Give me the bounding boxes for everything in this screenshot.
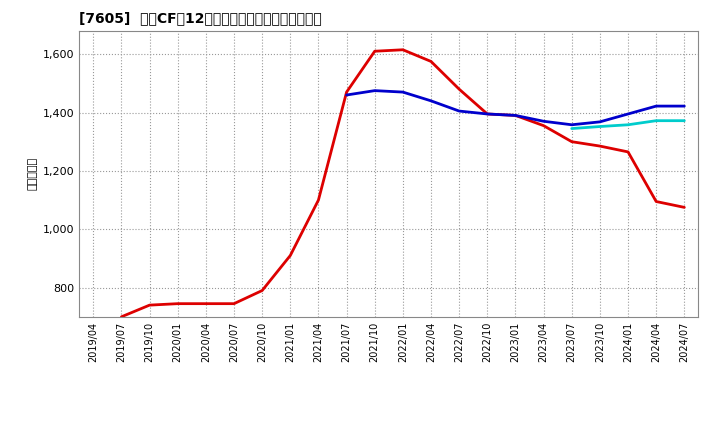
5年 xyxy=(342,92,351,98)
5年 xyxy=(539,119,548,124)
7年 xyxy=(595,124,604,129)
5年 xyxy=(624,111,632,117)
3年 xyxy=(624,149,632,154)
5年 xyxy=(567,122,576,128)
5年 xyxy=(511,113,520,118)
3年 xyxy=(202,301,210,306)
3年 xyxy=(539,123,548,128)
3年 xyxy=(258,288,266,293)
7年 xyxy=(652,118,660,123)
Line: 7年: 7年 xyxy=(572,121,684,128)
7年 xyxy=(624,122,632,128)
Line: 5年: 5年 xyxy=(346,91,684,125)
7年 xyxy=(567,126,576,131)
5年 xyxy=(370,88,379,93)
5年 xyxy=(455,108,464,114)
5年 xyxy=(483,111,492,117)
3年 xyxy=(455,87,464,92)
Line: 3年: 3年 xyxy=(122,50,684,317)
3年 xyxy=(230,301,238,306)
Legend: 3年, 5年, 7年, 10年: 3年, 5年, 7年, 10年 xyxy=(220,436,558,440)
5年 xyxy=(427,98,436,103)
3年 xyxy=(595,143,604,149)
5年 xyxy=(652,103,660,109)
Y-axis label: （百万円）: （百万円） xyxy=(27,157,37,191)
3年 xyxy=(117,314,126,319)
3年 xyxy=(370,48,379,54)
3年 xyxy=(314,198,323,203)
5年 xyxy=(680,103,688,109)
7年 xyxy=(680,118,688,123)
3年 xyxy=(174,301,182,306)
3年 xyxy=(427,59,436,64)
3年 xyxy=(511,113,520,118)
3年 xyxy=(652,199,660,204)
5年 xyxy=(595,119,604,125)
Text: [7605]  営業CFだ12か月移動合計の標準偏差の推移: [7605] 営業CFだ12か月移動合計の標準偏差の推移 xyxy=(79,11,322,26)
3年 xyxy=(145,302,154,308)
3年 xyxy=(680,205,688,210)
3年 xyxy=(399,47,408,52)
3年 xyxy=(483,111,492,117)
3年 xyxy=(342,89,351,95)
3年 xyxy=(286,253,294,258)
3年 xyxy=(567,139,576,144)
5年 xyxy=(399,89,408,95)
